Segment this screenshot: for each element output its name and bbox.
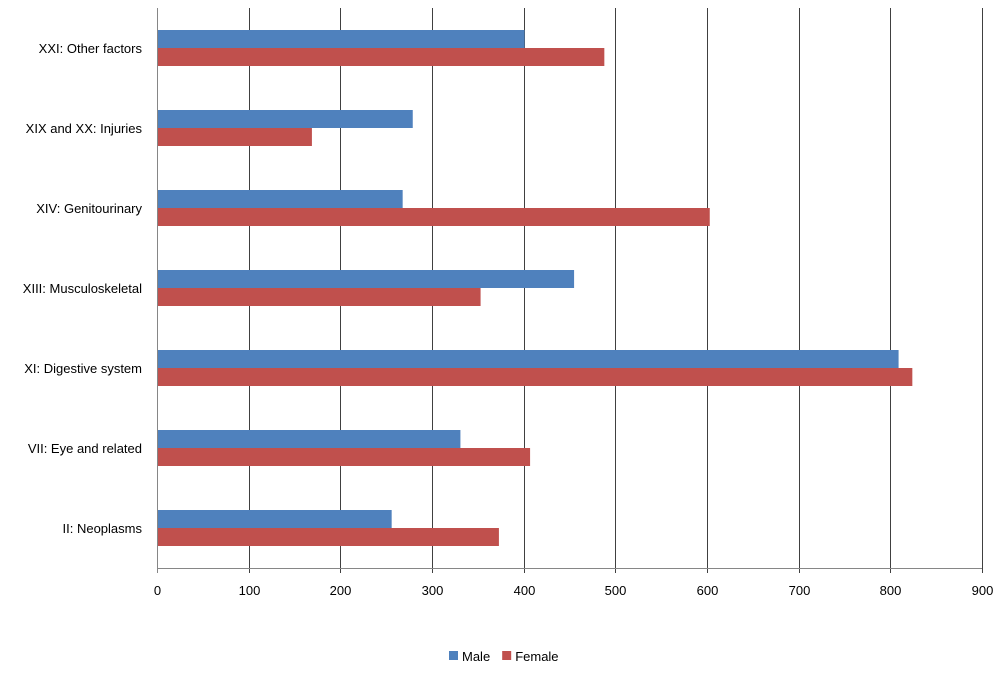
bar-female bbox=[158, 208, 710, 226]
bar-male bbox=[158, 350, 899, 368]
category-label: XIV: Genitourinary bbox=[36, 201, 142, 216]
bar-female bbox=[158, 528, 499, 546]
bar-male bbox=[158, 110, 413, 128]
x-tick-label: 700 bbox=[789, 583, 811, 598]
bar-male bbox=[158, 270, 575, 288]
bars bbox=[158, 30, 913, 546]
bar-female bbox=[158, 448, 531, 466]
x-tick-label: 600 bbox=[697, 583, 719, 598]
category-label: XI: Digestive system bbox=[24, 361, 142, 376]
category-label: VII: Eye and related bbox=[28, 441, 142, 456]
bar-female bbox=[158, 368, 913, 386]
gridlines bbox=[157, 8, 983, 573]
legend-swatch-male bbox=[449, 651, 458, 660]
x-tick-label: 900 bbox=[972, 583, 994, 598]
legend-label-female: Female bbox=[515, 649, 558, 664]
legend: Male Female bbox=[449, 649, 559, 664]
x-tick-label: 400 bbox=[514, 583, 536, 598]
bar-male bbox=[158, 430, 461, 448]
x-tick-label: 0 bbox=[154, 583, 161, 598]
category-label: XIII: Musculoskeletal bbox=[23, 281, 142, 296]
bar-male bbox=[158, 510, 392, 528]
category-labels: XXI: Other factors XIX and XX: Injuries XI… bbox=[23, 41, 143, 536]
category-label: II: Neoplasms bbox=[63, 521, 143, 536]
legend-swatch-female bbox=[502, 651, 512, 660]
x-tick-label: 500 bbox=[605, 583, 627, 598]
category-label: XIX and XX: Injuries bbox=[26, 121, 143, 136]
x-tick-label: 800 bbox=[880, 583, 902, 598]
x-tick-labels: 0 100 200 300 400 500 600 700 800 900 bbox=[154, 583, 993, 598]
x-tick-label: 200 bbox=[330, 583, 352, 598]
category-label: XXI: Other factors bbox=[39, 41, 143, 56]
bar-female bbox=[158, 288, 481, 306]
x-tick-label: 300 bbox=[422, 583, 444, 598]
bar-female bbox=[158, 128, 312, 146]
bar-female bbox=[158, 48, 605, 66]
bar-male bbox=[158, 190, 403, 208]
legend-label-male: Male bbox=[462, 649, 490, 664]
bar-male bbox=[158, 30, 525, 48]
x-tick-label: 100 bbox=[239, 583, 261, 598]
